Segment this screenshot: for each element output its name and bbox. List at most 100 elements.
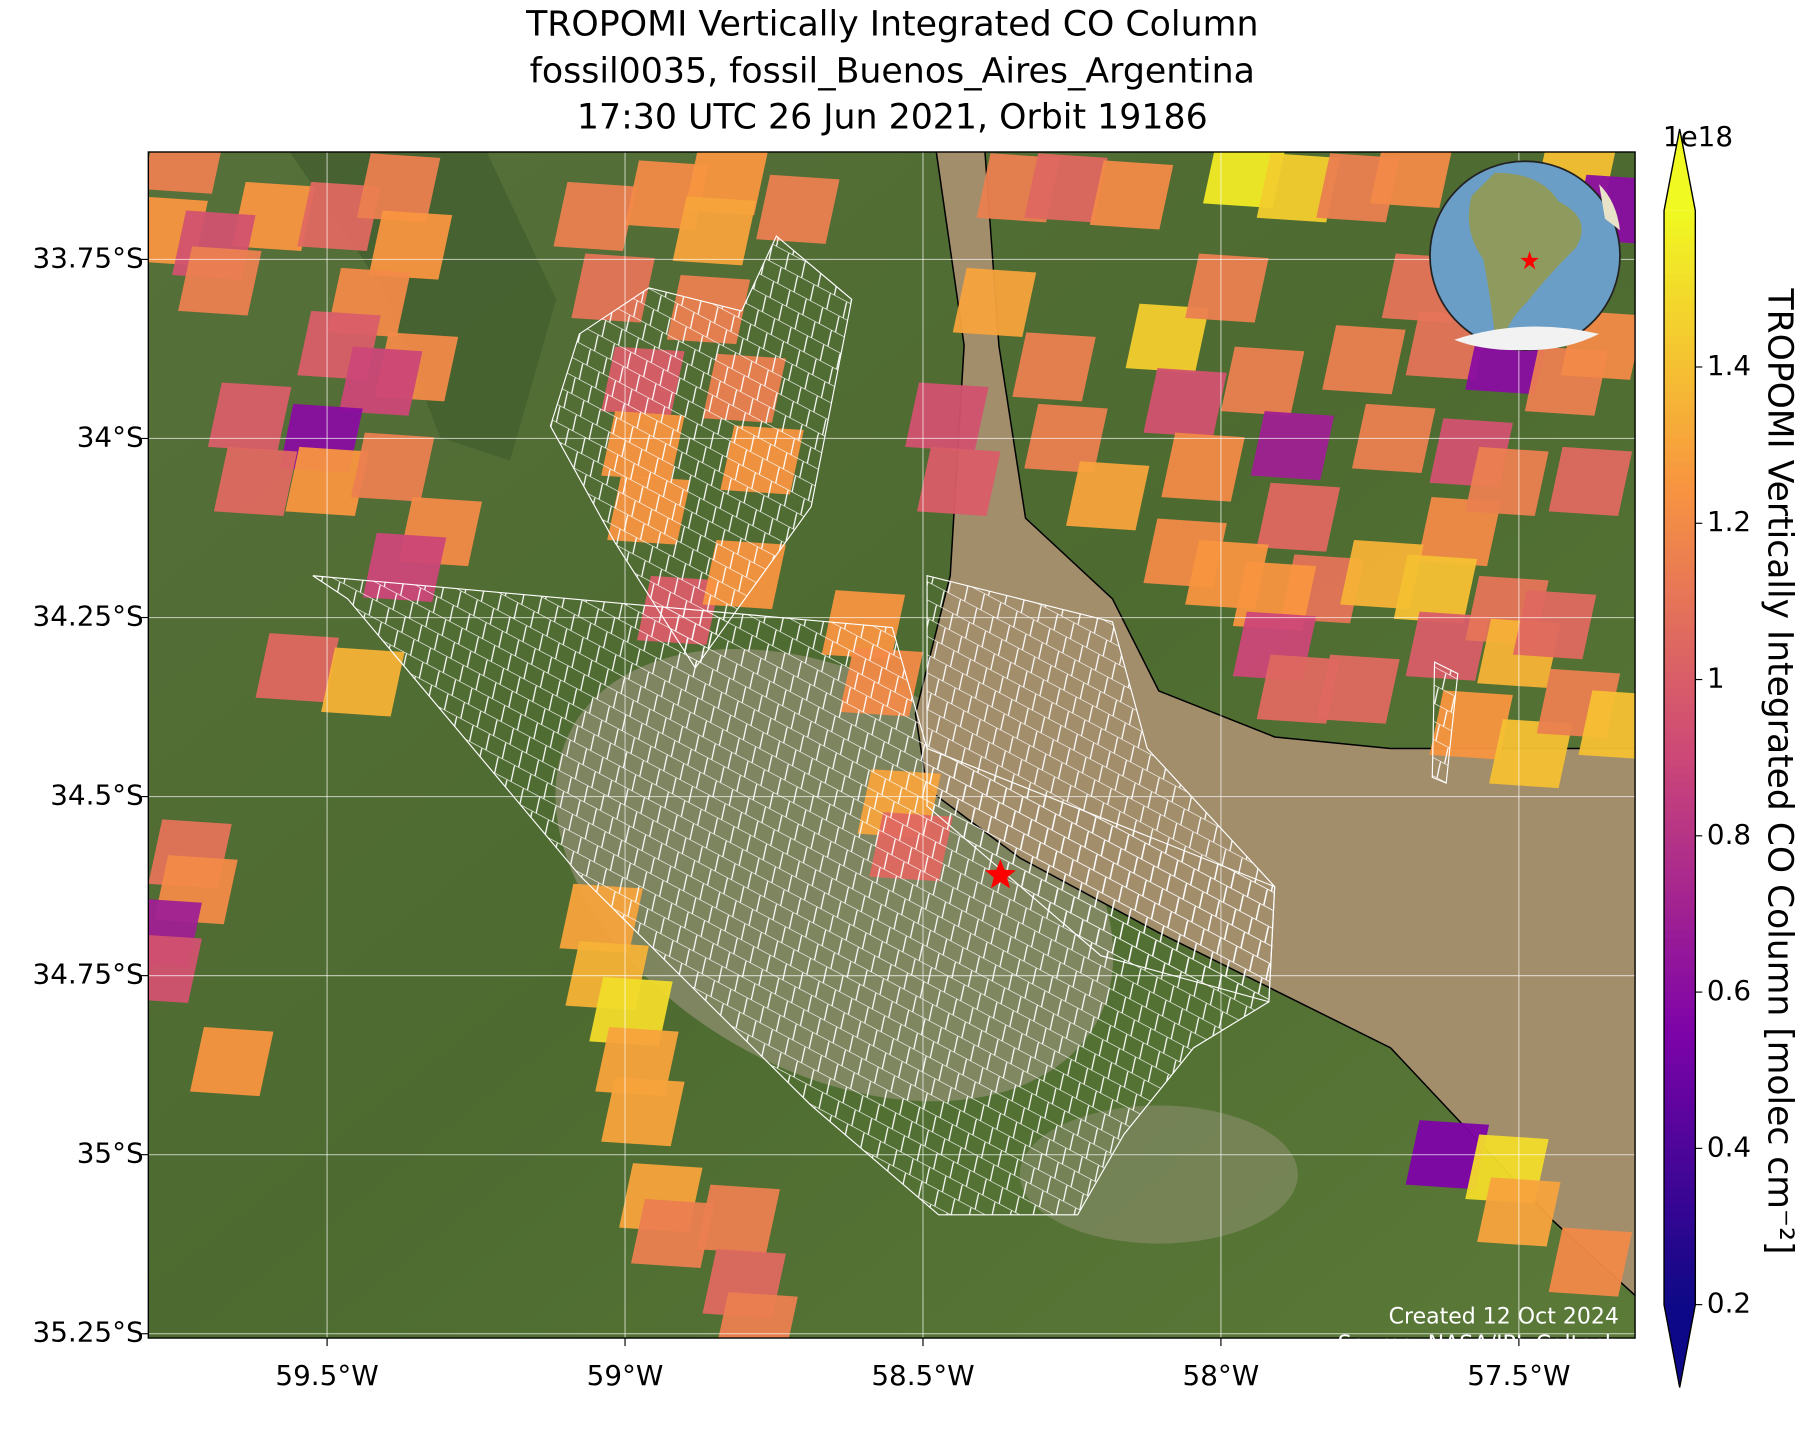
colorbar-segment [1664, 890, 1696, 900]
globe-ice [1454, 326, 1600, 351]
colorbar-segment [1664, 398, 1696, 407]
colorbar-segment [1664, 937, 1696, 946]
colorbar-segment [1664, 1093, 1696, 1103]
colorbar-segment [1664, 1078, 1696, 1087]
colorbar-segment [1664, 585, 1696, 595]
co-pixel [1125, 303, 1210, 373]
coastline [984, 151, 1636, 750]
colorbar-segment [1664, 1163, 1696, 1173]
colorbar-segment [1664, 366, 1696, 376]
annotation: Source: NASA/JPL-Caltech [1338, 1332, 1619, 1357]
map-frame [147, 151, 1636, 1339]
colorbar-segment [1664, 1085, 1696, 1095]
colorbar-segment [1664, 1249, 1696, 1259]
co-pixel [1489, 719, 1573, 789]
colorbar-segment [1664, 992, 1696, 1001]
colorbar-segment [1664, 812, 1696, 821]
co-pixel [207, 382, 292, 452]
colorbar-segment [1664, 624, 1696, 634]
colorbar-segment [1664, 1218, 1696, 1228]
colorbar-segment [1664, 570, 1696, 579]
co-pixel [630, 1198, 715, 1269]
co-pixel [1578, 690, 1636, 759]
colorbar-segment [1664, 1007, 1696, 1017]
globe-inset [1429, 160, 1621, 351]
co-pixel [718, 1292, 798, 1339]
colorbar-segment [1664, 562, 1696, 571]
colorbar-tick-label: 0.8 [1707, 818, 1751, 851]
colorbar-segment [1664, 492, 1696, 501]
co-pixel [1465, 446, 1549, 516]
colorbar-segment [1664, 1101, 1696, 1110]
colorbar-segment [1664, 343, 1696, 353]
colorbar-segment [1664, 445, 1696, 454]
colorbar-segment [1664, 687, 1696, 696]
colorbar-segment [1664, 1023, 1696, 1032]
estuary [915, 151, 1636, 1296]
y-tick-label: 34.25°S [33, 600, 144, 633]
co-pixel [356, 153, 441, 223]
colorbar-segment [1664, 1062, 1696, 1071]
colorbar-tick-label: 1.4 [1707, 349, 1751, 382]
colorbar-segment [1664, 929, 1696, 939]
title: TROPOMI Vertically Integrated CO Column [525, 4, 1258, 44]
colorbar-segment [1664, 757, 1696, 767]
colorbar-segment [1664, 531, 1696, 540]
colorbar-segment [1664, 1109, 1696, 1118]
colorbar-tick-label: 0.2 [1707, 1287, 1751, 1320]
colorbar-segment [1664, 1054, 1696, 1064]
colorbar-segment [1664, 1289, 1696, 1298]
x-tick-label: 58.5°W [871, 1359, 974, 1392]
colorbar-segment [1664, 921, 1696, 931]
co-pixel [1089, 160, 1174, 230]
colorbar-segment [1664, 1179, 1696, 1189]
colorbar-segment [1664, 874, 1696, 884]
colorbar-segment [1664, 515, 1696, 524]
colorbar-segment [1664, 327, 1696, 337]
colorbar-segment [1664, 984, 1696, 993]
colorbar-segment [1664, 1124, 1696, 1134]
y-tick-label: 34.75°S [33, 958, 144, 991]
x-tick-label: 59.5°W [275, 1359, 378, 1392]
colorbar-segment [1664, 695, 1696, 704]
colorbar-segment [1664, 671, 1696, 681]
co-pixel [756, 174, 840, 244]
globe-land [1599, 184, 1621, 231]
colorbar-segment [1664, 1242, 1696, 1251]
colorbar-segment [1664, 999, 1696, 1009]
colorbar-segment [1664, 577, 1696, 587]
colorbar-segment [1664, 843, 1696, 853]
co-pixel [553, 181, 637, 251]
title: 17:30 UTC 26 Jun 2021, Orbit 19186 [577, 98, 1208, 138]
y-tick-label: 35.25°S [33, 1316, 144, 1349]
co-pixel [917, 446, 1001, 516]
co-pixel [1065, 461, 1150, 531]
colorbar-segment [1664, 437, 1696, 446]
x-tick-label: 57.5°W [1467, 1359, 1570, 1392]
colorbar-segment [1664, 359, 1696, 368]
colorbar-segment [1664, 218, 1696, 228]
co-pixel [1548, 1227, 1633, 1297]
colorbar: 0.2 0.4 0.6 0.8 1 1.2 1.4 [1663, 128, 1751, 1388]
colorbar-segment [1664, 484, 1696, 493]
colorbar-segment [1664, 1148, 1696, 1157]
colorbar-segment [1664, 499, 1696, 509]
colorbar-tick-label: 0.6 [1707, 974, 1751, 1007]
colorbar-segment [1664, 1210, 1696, 1220]
colorbar-segment [1664, 546, 1696, 556]
colorbar-segment [1664, 593, 1696, 603]
co-pixel [148, 151, 221, 194]
colorbar-segment [1664, 1226, 1696, 1236]
colorbar-segment [1664, 898, 1696, 907]
colorbar-segment [1664, 210, 1696, 220]
colorbar-segment [1664, 726, 1696, 735]
colorbar-segment [1664, 1171, 1696, 1181]
y-tick-label: 35°S [77, 1137, 144, 1170]
co-pixel [1316, 654, 1400, 724]
colorbar-tick-label: 1.2 [1707, 505, 1751, 538]
colorbar-segment [1664, 702, 1696, 712]
co-pixel [1369, 151, 1452, 209]
co-pixel [952, 267, 1037, 337]
